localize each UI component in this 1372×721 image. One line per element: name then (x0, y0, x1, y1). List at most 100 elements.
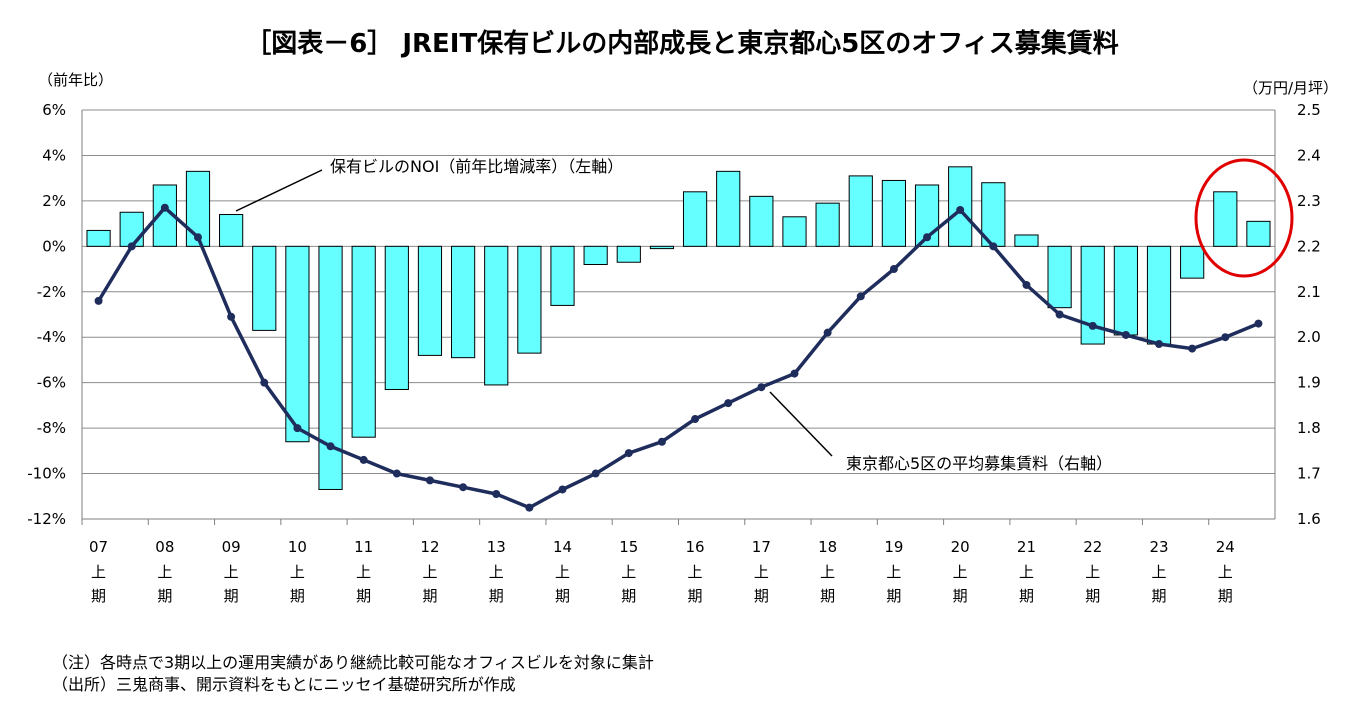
x-label-half: 上 (953, 563, 968, 581)
rent-point (1121, 330, 1130, 339)
rent-point (923, 233, 932, 242)
x-label-half: 上 (489, 563, 504, 581)
noi-bar (517, 245, 542, 354)
noi-bar (417, 245, 443, 356)
rent-point (1055, 310, 1064, 319)
rent-point (989, 242, 998, 251)
rent-point (260, 378, 269, 387)
noi-bar (318, 245, 343, 490)
rent-point (193, 233, 202, 242)
x-label-year: 14 (553, 538, 572, 556)
rent-line-series (94, 203, 1263, 512)
rent-point (392, 469, 401, 478)
x-label-year: 17 (752, 538, 771, 556)
x-label-period: 期 (356, 587, 371, 605)
x-label-half: 上 (422, 563, 437, 581)
x-label-year: 22 (1083, 538, 1102, 556)
x-label-year: 13 (487, 538, 506, 556)
right-tick-label: 1.6 (1297, 510, 1321, 528)
x-label-year: 21 (1017, 538, 1036, 556)
x-label-period: 期 (820, 587, 835, 605)
x-label-half: 上 (621, 563, 636, 581)
noi-bar (616, 245, 641, 263)
x-label-half: 上 (1019, 563, 1034, 581)
x-label-year: 16 (686, 538, 705, 556)
highlight-circle (1194, 158, 1294, 278)
noi-bar (583, 245, 608, 266)
noi-bar (1213, 191, 1238, 247)
x-label-half: 上 (157, 563, 172, 581)
noi-bar (450, 245, 476, 359)
rent-point (558, 485, 567, 494)
left-tick-label: 6% (42, 101, 66, 119)
rent-point (359, 455, 368, 464)
right-tick-label: 2.5 (1297, 101, 1321, 119)
x-label-half: 上 (886, 563, 901, 581)
noi-bar (1047, 245, 1072, 309)
x-label-year: 07 (89, 538, 108, 556)
x-label-period: 期 (157, 587, 172, 605)
rent-point (724, 399, 733, 408)
noi-bar (185, 170, 211, 247)
x-label-half: 上 (555, 563, 570, 581)
noi-bar-series (86, 166, 1271, 490)
rent-point (459, 483, 468, 492)
rent-point (790, 369, 799, 378)
x-label-half: 上 (290, 563, 305, 581)
noi-bar (152, 184, 177, 247)
x-label-period: 期 (489, 587, 504, 605)
left-tick-label: -2% (37, 283, 66, 301)
x-label-year: 12 (420, 538, 439, 556)
rent-point (525, 503, 534, 512)
rent-point (691, 415, 700, 424)
noi-bar (1146, 245, 1172, 345)
rent-point (326, 442, 335, 451)
noi-bar (384, 245, 409, 390)
noi-bar (815, 202, 840, 247)
noi-bar (1080, 245, 1105, 345)
x-label-period: 期 (621, 587, 636, 605)
noi-bar (86, 229, 111, 247)
rent-point (94, 296, 103, 305)
x-label-year: 23 (1149, 538, 1168, 556)
rent-leader-line (769, 391, 833, 457)
noi-bar (782, 216, 807, 247)
x-label-period: 期 (1019, 587, 1034, 605)
x-label-period: 期 (688, 587, 703, 605)
right-tick-label: 1.9 (1297, 374, 1321, 392)
left-axis-unit: （前年比） (38, 71, 113, 89)
noi-bar (550, 245, 575, 306)
noi-bar (351, 245, 376, 438)
rent-point (956, 205, 965, 214)
left-tick-label: -10% (27, 465, 66, 483)
rent-point (657, 437, 666, 446)
right-tick-label: 2.1 (1297, 283, 1321, 301)
x-label-half: 上 (1218, 563, 1233, 581)
noi-bar (119, 211, 144, 247)
rent-point (1022, 280, 1031, 289)
right-tick-label: 2.4 (1297, 146, 1321, 164)
x-label-half: 上 (754, 563, 769, 581)
x-label-half: 上 (688, 563, 703, 581)
left-tick-label: -6% (37, 374, 66, 392)
noi-bar (848, 175, 873, 247)
x-label-period: 期 (224, 587, 239, 605)
noi-bar (219, 214, 244, 247)
rent-point (293, 424, 302, 433)
right-tick-label: 2.0 (1297, 328, 1321, 346)
rent-point (823, 328, 832, 337)
x-label-year: 09 (222, 538, 241, 556)
x-label-period: 期 (290, 587, 305, 605)
x-label-period: 期 (1085, 587, 1100, 605)
noi-bar (1113, 245, 1138, 336)
left-tick-label: -4% (37, 328, 66, 346)
x-label-year: 19 (884, 538, 903, 556)
x-label-period: 期 (422, 587, 437, 605)
noi-bar (285, 245, 310, 443)
x-label-half: 上 (1152, 563, 1167, 581)
left-tick-label: 4% (42, 146, 66, 164)
noi-bar (252, 245, 277, 331)
x-label-period: 期 (953, 587, 968, 605)
right-axis-unit: （万円/月坪） (1243, 79, 1338, 97)
